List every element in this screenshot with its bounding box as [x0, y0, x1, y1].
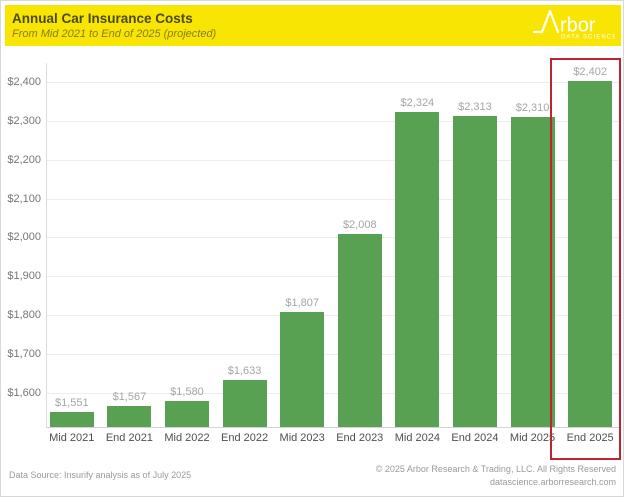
bars-container: $1,551 $1,567 $1,580 $1,633 $1,807 $2,008 $2,3… [43, 1, 619, 427]
x-tick-label-mid-2023: Mid 2023 [279, 432, 325, 444]
value-label-end-2024: $2,313 [458, 100, 492, 113]
x-tick-label-end-2022: End 2022 [221, 432, 269, 444]
y-tick-label: $1,700 [7, 347, 41, 360]
bar-column-end-2023: $2,008 [331, 1, 389, 427]
gridline [46, 82, 621, 83]
y-tick-label: $2,200 [7, 153, 41, 166]
gridline [46, 353, 621, 355]
value-label-mid-2023: $1,807 [285, 297, 319, 310]
bar-column-mid-2021: $1,551 [43, 1, 101, 427]
y-tick-label: $2,300 [7, 114, 41, 127]
gridline [46, 237, 621, 239]
value-label-mid-2025: $2,310 [515, 101, 550, 114]
copyright-note: © 2025 Arbor Research & Trading, LLC. Al… [376, 463, 616, 489]
bar-column-end-2021: $1,567 [101, 1, 159, 427]
website-line: datascience.arborresearch.com [489, 477, 616, 487]
chart-header-text: Annual Car Insurance Costs From Mid 2021… [12, 11, 216, 40]
x-tick-label-end-2025: End 2025 [566, 432, 614, 444]
gridline [46, 159, 621, 161]
x-tick-label-end-2023: End 2023 [336, 432, 384, 444]
x-tick-label-mid-2021: Mid 2021 [49, 432, 95, 444]
bar-mid-2022 [164, 400, 209, 427]
x-tick-label-end-2021: End 2021 [105, 432, 153, 444]
y-axis-line [46, 63, 47, 427]
data-source-note: Data Source: Insurify analysis as of Jul… [9, 470, 192, 480]
gridline [46, 120, 621, 122]
gridline [46, 392, 621, 394]
bar-mid-2023 [280, 312, 325, 427]
bar-mid-2024 [395, 111, 440, 427]
value-label-end-2025: $2,402 [573, 66, 607, 79]
y-tick-label: $1,900 [7, 270, 41, 283]
gridline [46, 315, 621, 317]
value-label-end-2023: $2,008 [342, 219, 377, 232]
highlight-box-end-2025 [550, 58, 621, 460]
x-tick-label-mid-2025: Mid 2025 [509, 432, 556, 444]
value-label-end-2022: $1,633 [227, 365, 262, 377]
bar-column-end-2025: $2,402 [561, 1, 619, 427]
y-tick-label: $2,400 [7, 76, 41, 88]
bar-end-2021 [107, 405, 152, 427]
bar-column-mid-2025: $2,310 [504, 1, 562, 427]
bar-end-2025 [568, 81, 613, 427]
value-label-mid-2022: $1,580 [170, 385, 204, 398]
bar-end-2022 [222, 380, 267, 427]
chart-header: Annual Car Insurance Costs From Mid 2021… [5, 5, 621, 46]
chart-subtitle: From Mid 2021 to End of 2025 (projected) [12, 28, 217, 40]
bar-column-end-2022: $1,633 [216, 1, 274, 427]
y-tick-label: $2,000 [7, 231, 41, 244]
x-tick-label-mid-2024: Mid 2024 [394, 432, 440, 444]
value-label-mid-2024: $2,324 [400, 96, 435, 109]
svg-text:rbor: rbor [560, 15, 596, 37]
bar-end-2023 [337, 234, 382, 427]
line-chart-logo-icon: rbor DATA SCIENCE [532, 9, 616, 41]
bar-column-end-2024: $2,313 [446, 1, 504, 427]
x-tick-label-end-2024: End 2024 [451, 432, 499, 444]
value-label-mid-2021: $1,551 [54, 396, 89, 409]
y-tick-label: $1,600 [7, 386, 41, 399]
chart-title: Annual Car Insurance Costs [12, 11, 193, 26]
x-axis-labels: Mid 2021 End 2021 Mid 2022 End 2022 Mid 2023… [43, 432, 619, 444]
x-axis-line [46, 427, 621, 428]
bar-column-mid-2024: $2,324 [389, 1, 447, 427]
bar-end-2024 [452, 115, 497, 427]
bar-mid-2025 [510, 116, 555, 427]
gridline [46, 276, 621, 278]
bar-column-mid-2022: $1,580 [158, 1, 216, 427]
gridline [46, 198, 621, 200]
y-tick-label: $2,100 [7, 192, 41, 205]
bar-mid-2021 [49, 411, 94, 427]
bar-column-mid-2023: $1,807 [273, 1, 331, 427]
value-label-end-2021: $1,567 [112, 390, 147, 403]
x-tick-label-mid-2022: Mid 2022 [164, 432, 210, 444]
arbor-logo: rbor DATA SCIENCE [531, 6, 616, 45]
svg-text:DATA SCIENCE: DATA SCIENCE [561, 35, 615, 41]
y-tick-label: $1,800 [7, 309, 41, 322]
copyright-line: © 2025 Arbor Research & Trading, LLC. Al… [375, 464, 616, 474]
